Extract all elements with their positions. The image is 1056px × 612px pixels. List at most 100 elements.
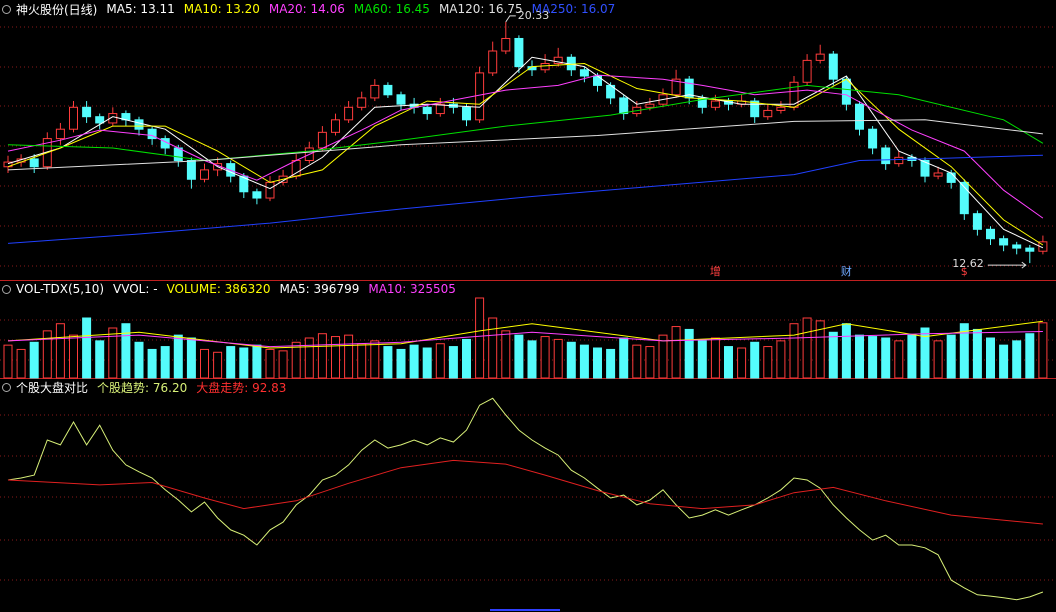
- volume-bar: [200, 348, 209, 379]
- candle-body: [344, 106, 354, 121]
- candle-body: [671, 78, 681, 96]
- candle-body: [999, 238, 1009, 246]
- volume-bar: [475, 297, 485, 379]
- candle-body: [946, 172, 956, 183]
- volume-bar: [396, 348, 406, 379]
- event-marker: 财: [841, 264, 852, 278]
- volume-bar: [1038, 322, 1048, 379]
- volume-bar: [29, 341, 39, 379]
- volume-bar: [645, 346, 655, 379]
- candle-body: [540, 63, 550, 71]
- candle-body: [396, 94, 406, 105]
- volume-bar: [815, 320, 825, 379]
- volume-bar: [239, 347, 249, 379]
- line-series: [7, 154, 1043, 244]
- line-series: [7, 459, 1043, 525]
- candle-body: [579, 69, 589, 77]
- volume-bar: [907, 334, 917, 379]
- candle-body: [920, 159, 930, 177]
- line-series: [7, 62, 1044, 246]
- indicator-header: 个股大盘对比 个股趋势: 76.20 大盘走势: 92.83: [2, 379, 286, 395]
- volume-bar: [619, 337, 629, 379]
- candle-body: [750, 100, 760, 118]
- volume-bar: [173, 334, 183, 379]
- volume-bar: [265, 348, 275, 379]
- volume-bar: [435, 343, 445, 379]
- volume-bar: [514, 334, 524, 379]
- line-series: [7, 74, 1044, 219]
- volume-bar: [16, 348, 26, 379]
- candle-body: [776, 106, 786, 111]
- low-arrow: [987, 261, 1027, 269]
- candle-body: [894, 156, 904, 165]
- candle-body: [69, 106, 78, 130]
- panel-icon[interactable]: [2, 382, 11, 392]
- volume-bar: [291, 341, 301, 379]
- volume-bar: [802, 317, 812, 379]
- volume-bar: [789, 323, 799, 379]
- volume-bar: [986, 337, 995, 379]
- event-marker: $: [961, 265, 968, 278]
- volume-bar: [750, 341, 760, 379]
- volume-bar: [331, 336, 340, 379]
- candle-body: [422, 106, 432, 115]
- panel-icon[interactable]: [2, 4, 11, 14]
- volume-bar: [69, 334, 78, 379]
- candle-body: [828, 53, 838, 80]
- volume-bar: [278, 350, 288, 379]
- volume-bar: [553, 338, 563, 379]
- volume-bar: [684, 328, 694, 379]
- volume-bar: [737, 347, 747, 379]
- volume-bar: [82, 317, 92, 379]
- panel-icon[interactable]: [2, 284, 11, 294]
- volume-bar: [933, 340, 943, 379]
- candle-body: [488, 50, 498, 74]
- volume-bar: [252, 344, 262, 379]
- header-item: MA5: 13.11: [106, 2, 175, 16]
- candle-body: [239, 175, 249, 193]
- header-item: MA10: 325505: [368, 282, 456, 296]
- header-item: VOLUME: 386320: [166, 282, 271, 296]
- volume-bar: [1012, 340, 1022, 379]
- candle-body: [501, 37, 511, 52]
- candle-body: [357, 97, 367, 108]
- candle-body: [475, 72, 485, 121]
- volume-bar: [540, 336, 550, 379]
- candle-body: [55, 128, 65, 140]
- volume-bar: [344, 334, 354, 379]
- volume-bar: [868, 336, 878, 379]
- grid: [0, 26, 1056, 581]
- volume-bar: [855, 334, 864, 379]
- candle-body: [802, 59, 812, 83]
- volume-bar: [370, 340, 380, 379]
- volume-bar: [841, 323, 851, 379]
- volume-bar: [763, 346, 773, 379]
- volume-bar: [697, 340, 707, 379]
- volume-bar: [317, 333, 327, 379]
- header-item: MA10: 13.20: [183, 2, 260, 16]
- volume-bar: [186, 337, 196, 379]
- volume-bar: [894, 340, 904, 379]
- volume-bar: [121, 323, 131, 379]
- header-item: VOL-TDX(5,10): [16, 282, 105, 296]
- volume-bar: [488, 317, 498, 379]
- candle-body: [435, 103, 445, 115]
- volume-bar: [920, 327, 930, 379]
- volume-bar: [95, 340, 105, 379]
- volume-bar: [1025, 333, 1035, 379]
- candle-body: [1025, 247, 1035, 252]
- candle-body: [147, 128, 157, 140]
- volume-bar: [357, 343, 367, 379]
- candle-body: [95, 116, 105, 124]
- candle-body: [370, 84, 380, 99]
- candle-body: [108, 113, 118, 124]
- volume-bar: [999, 344, 1009, 379]
- candle-body: [265, 181, 275, 199]
- candle-body: [383, 84, 393, 96]
- low-label: 12.62: [952, 257, 984, 270]
- candle-body: [1012, 244, 1022, 249]
- candle-body: [186, 159, 196, 180]
- candle-body: [710, 100, 720, 108]
- volume-bar: [881, 337, 891, 379]
- volume-bar: [134, 341, 144, 379]
